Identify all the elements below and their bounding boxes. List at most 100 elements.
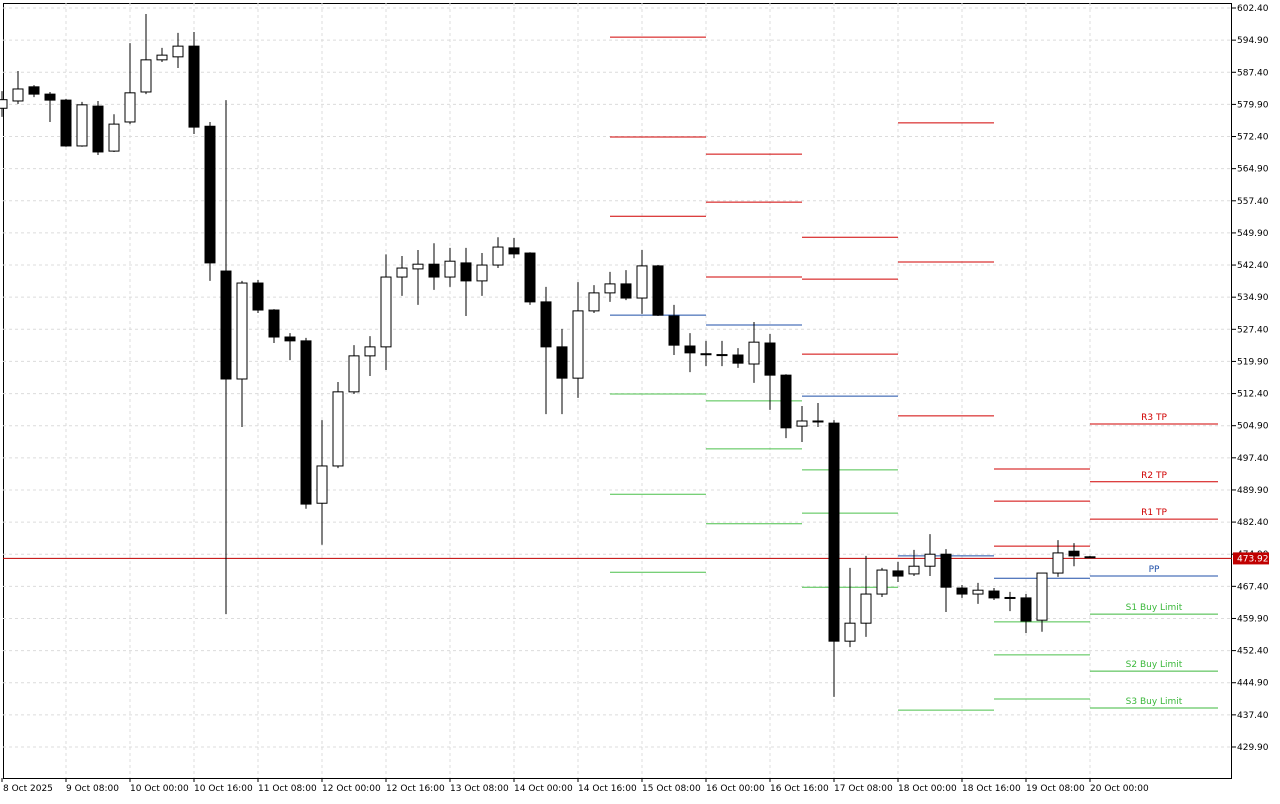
candle-body <box>380 276 392 348</box>
candle-body <box>940 553 952 588</box>
candle-body <box>844 622 856 642</box>
y-tick-label: 519.90 <box>1237 357 1269 367</box>
candle-body <box>300 340 312 505</box>
x-tick-label: 14 Oct 16:00 <box>578 784 637 794</box>
candle-body <box>860 593 872 624</box>
plot-frame <box>3 3 1232 779</box>
candle-body <box>12 88 24 102</box>
x-tick-label: 9 Oct 08:00 <box>66 784 119 794</box>
x-tick-label: 12 Oct 00:00 <box>322 784 381 794</box>
x-tick-label: 16 Oct 16:00 <box>770 784 829 794</box>
y-tick-label: 504.90 <box>1237 422 1269 432</box>
y-tick-label: 459.90 <box>1237 614 1269 624</box>
candle-body <box>140 59 152 93</box>
candle-body <box>1084 556 1096 559</box>
candle-body <box>700 353 712 356</box>
y-tick-label: 527.40 <box>1237 325 1269 335</box>
candle-body <box>204 125 216 264</box>
candle-body <box>252 282 264 311</box>
x-tick-label: 11 Oct 08:00 <box>258 784 317 794</box>
x-tick-label: 10 Oct 16:00 <box>194 784 253 794</box>
candle-body <box>732 354 744 364</box>
candle-body <box>316 465 328 504</box>
y-tick-label: 534.90 <box>1237 293 1269 303</box>
candle-body <box>396 267 408 278</box>
candle-body <box>364 346 376 357</box>
candle-body <box>908 565 920 575</box>
candle-body <box>620 283 632 299</box>
candle-body <box>444 260 456 278</box>
candle-body <box>124 92 136 123</box>
y-tick-label: 557.40 <box>1237 197 1269 207</box>
y-tick-label: 572.40 <box>1237 133 1269 143</box>
level-label: R1 TP <box>1141 508 1167 518</box>
candle-body <box>476 264 488 282</box>
price-tag <box>1233 552 1269 565</box>
candle-body <box>332 391 344 467</box>
level-label: S1 Buy Limit <box>1126 603 1183 613</box>
candle-body <box>60 99 72 147</box>
candle-body <box>924 553 936 567</box>
price-tag-label: 473.92 <box>1237 554 1269 564</box>
x-tick-label: 12 Oct 16:00 <box>386 784 445 794</box>
candle-body <box>220 270 232 380</box>
candle-body <box>652 265 664 316</box>
candle-body <box>972 589 984 595</box>
candle-body <box>1004 596 1016 599</box>
candle-body <box>1020 597 1032 622</box>
y-tick-label: 512.40 <box>1237 390 1269 400</box>
candle-body <box>892 570 904 577</box>
y-tick-label: 497.40 <box>1237 454 1269 464</box>
candle-body <box>108 123 120 152</box>
candle-body <box>828 422 840 642</box>
x-tick-label: 14 Oct 00:00 <box>514 784 573 794</box>
level-label: S3 Buy Limit <box>1126 697 1183 707</box>
candle-body <box>764 342 776 376</box>
candle-body <box>716 354 728 357</box>
candle-body <box>236 282 248 380</box>
candle-body <box>636 265 648 299</box>
y-tick-label: 594.90 <box>1237 36 1269 46</box>
level-label: PP <box>1149 565 1160 575</box>
y-tick-label: 444.90 <box>1237 679 1269 689</box>
level-label: R3 TP <box>1141 413 1167 423</box>
y-tick-label: 542.40 <box>1237 261 1269 271</box>
x-tick-label: 8 Oct 2025 <box>3 784 53 794</box>
y-tick-label: 489.90 <box>1237 486 1269 496</box>
candle-body <box>1052 552 1064 574</box>
candle-body <box>188 45 200 128</box>
x-tick-label: 19 Oct 08:00 <box>1026 784 1085 794</box>
candle-body <box>76 104 88 147</box>
candle-body <box>156 54 168 61</box>
x-tick-label: 13 Oct 08:00 <box>450 784 509 794</box>
y-tick-label: 429.90 <box>1237 743 1269 753</box>
y-tick-label: 549.90 <box>1237 229 1269 239</box>
candle-body <box>1036 572 1048 621</box>
candle-body <box>748 341 760 365</box>
candle-body <box>44 93 56 101</box>
candle-body <box>524 252 536 303</box>
candle-body <box>780 374 792 429</box>
candle-body <box>268 309 280 338</box>
candle-body <box>796 420 808 427</box>
candle-body <box>668 315 680 346</box>
candle-body <box>412 263 424 270</box>
candle-body <box>876 569 888 595</box>
candle-body <box>0 99 8 109</box>
candle-body <box>812 420 824 423</box>
candle-body <box>348 355 360 393</box>
candle-body <box>1068 550 1080 557</box>
candle-body <box>572 310 584 379</box>
candle-body <box>604 283 616 294</box>
y-tick-label: 579.90 <box>1237 100 1269 110</box>
y-tick-label: 564.90 <box>1237 165 1269 175</box>
candle-body <box>492 246 504 266</box>
y-tick-label: 437.40 <box>1237 711 1269 721</box>
candle-body <box>956 587 968 595</box>
candle-body <box>428 263 440 278</box>
candle-body <box>284 336 296 342</box>
candle-body <box>588 292 600 312</box>
y-tick-label: 602.40 <box>1237 4 1269 14</box>
x-tick-label: 10 Oct 00:00 <box>130 784 189 794</box>
